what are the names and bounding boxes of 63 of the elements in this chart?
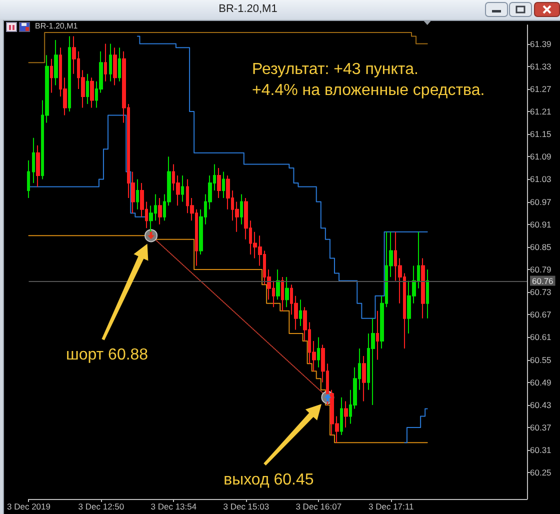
- y-tick-label: 60.85: [530, 242, 552, 252]
- y-tick-label: 60.31: [530, 445, 552, 456]
- candlestick: [90, 77, 94, 108]
- candlestick: [371, 318, 375, 406]
- y-tick-label: 61.15: [530, 129, 552, 140]
- candlestick: [36, 144, 40, 188]
- candlestick: [109, 43, 112, 82]
- candlestick: [217, 167, 221, 199]
- y-tick-label: 60.55: [530, 354, 552, 365]
- annotation: выход 60.45: [224, 471, 314, 488]
- candlestick: [240, 194, 243, 225]
- candlestick: [317, 336, 320, 368]
- candlestick: [426, 269, 429, 319]
- y-tick-label: 61.27: [530, 84, 552, 94]
- annotation: Результат: +43 пункта.: [252, 61, 418, 78]
- candlestick: [340, 396, 343, 436]
- candlestick: [158, 198, 162, 225]
- y-tick-label: 61.39: [530, 38, 552, 49]
- y-tick-label: 60.43: [530, 400, 552, 410]
- y-tick-label: 61.21: [530, 106, 552, 117]
- y-tick-label: 61.33: [530, 61, 552, 72]
- y-tick-label: 60.37: [530, 422, 552, 433]
- candlestick: [68, 36, 71, 112]
- candlestick: [136, 178, 139, 210]
- y-tick-label: 60.91: [530, 219, 552, 230]
- chart-subtitle: BR-1.20,M1: [35, 22, 78, 30]
- candlestick: [86, 73, 89, 104]
- chart-title: BR-1.20,M1: [218, 3, 278, 16]
- candlestick: [376, 310, 379, 360]
- candlestick: [27, 160, 30, 199]
- annotation: шорт 60.88: [66, 346, 148, 364]
- y-tick-label: 60.49: [530, 377, 552, 388]
- y-tick-label: 61.09: [530, 152, 552, 162]
- candlestick: [344, 400, 348, 428]
- candlestick: [181, 174, 184, 202]
- annotation: +4.4% на вложенные средства.: [252, 82, 485, 99]
- x-tick-label: 3 Dec 16:07: [296, 502, 342, 512]
- candlestick: [104, 43, 107, 82]
- candlestick: [113, 47, 117, 86]
- y-tick-label: 61.03: [530, 174, 552, 184]
- y-tick-label: 60.79: [530, 264, 552, 275]
- y-tick-label: 60.97: [530, 196, 552, 207]
- y-tick-label: 60.61: [530, 332, 552, 342]
- candlestick: [222, 171, 225, 199]
- candlestick: [118, 47, 121, 82]
- candlestick: [285, 276, 289, 308]
- y-tick-label: 60.73: [530, 287, 552, 298]
- candlestick: [421, 258, 425, 319]
- y-tick-label: 60.67: [530, 310, 552, 320]
- candlestick: [50, 58, 53, 94]
- candlestick: [54, 40, 58, 86]
- x-tick-label: 3 Dec 13:54: [150, 502, 197, 512]
- candlestick: [362, 356, 366, 402]
- ref-line-label: 60.76: [532, 276, 554, 286]
- x-tick-label: 3 Dec 2019: [6, 502, 51, 512]
- y-tick-label: 60.25: [530, 468, 552, 478]
- x-tick-label: 3 Dec 12:50: [78, 502, 124, 512]
- candlestick: [32, 137, 35, 184]
- x-tick-label: 3 Dec 15:03: [223, 502, 270, 512]
- candlestick: [299, 299, 302, 326]
- x-tick-label: 3 Dec 17:11: [368, 502, 414, 512]
- candlestick: [281, 276, 284, 312]
- candlestick: [276, 269, 280, 300]
